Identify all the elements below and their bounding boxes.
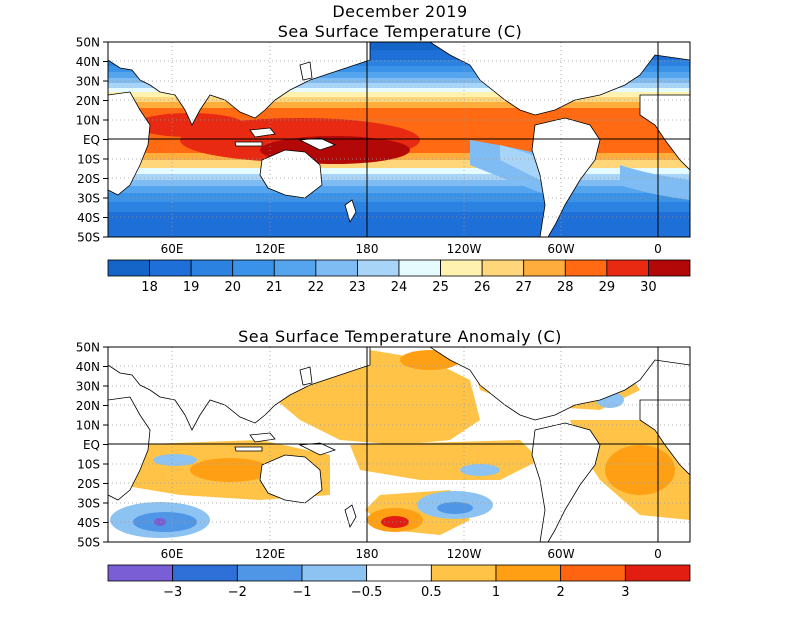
bottom-colorbar-swatch xyxy=(172,564,238,582)
bottom-lat-label: 10N xyxy=(76,419,100,433)
top-colorbar-swatch xyxy=(523,259,566,277)
figure-title-date: December 2019 xyxy=(332,2,468,21)
bottom-lat-label: 50N xyxy=(76,341,100,355)
top-colorbar-swatch xyxy=(564,259,608,277)
bottom-panel-title: Sea Surface Temperature Anomaly (C) xyxy=(238,327,562,346)
bottom-lon-label: 180 xyxy=(356,547,379,561)
top-colorbar-label: 25 xyxy=(432,280,449,295)
top-longitude-labels: 60E 120E 180 120W 60W 0 xyxy=(161,242,662,256)
top-lon-label: 120E xyxy=(255,242,286,256)
top-colorbar-label: 29 xyxy=(599,280,616,295)
bottom-colorbar-label: 2 xyxy=(557,585,565,600)
top-colorbar-label: 20 xyxy=(224,280,241,295)
land-masses-top xyxy=(108,42,690,237)
bottom-lon-label: 120E xyxy=(255,547,286,561)
top-lat-label: 20S xyxy=(77,172,100,186)
bottom-colorbar-swatch xyxy=(366,564,432,582)
top-lon-label: 0 xyxy=(654,242,662,256)
bottom-lat-label: 40N xyxy=(76,360,100,374)
top-colorbar-swatch xyxy=(315,259,358,277)
top-colorbar-swatch xyxy=(357,259,400,277)
bottom-lon-label: 0 xyxy=(654,547,662,561)
bottom-colorbar-swatch xyxy=(301,564,368,582)
top-colorbar-label: 23 xyxy=(349,280,366,295)
top-colorbar-swatch xyxy=(190,259,234,277)
bottom-colorbar-label: 0.5 xyxy=(421,585,442,600)
bottom-colorbar-swatch xyxy=(560,564,626,582)
bottom-lon-label: 120W xyxy=(447,547,482,561)
bottom-lat-label: 40S xyxy=(77,516,100,530)
top-lat-label: 40N xyxy=(76,55,100,69)
top-colorbar-swatch xyxy=(107,259,150,277)
anomaly-colorbar: −3 −2 −1 −0.5 0.5 1 2 3 xyxy=(107,564,691,600)
bottom-colorbar-swatch xyxy=(430,564,497,582)
gridlines-top xyxy=(108,42,690,237)
sst-map-panel xyxy=(108,42,690,237)
bottom-colorbar-label: 3 xyxy=(621,585,629,600)
top-colorbar-label: 24 xyxy=(391,280,408,295)
top-lon-label: 120W xyxy=(447,242,482,256)
top-panel-title: Sea Surface Temperature (C) xyxy=(277,22,523,41)
bottom-lat-label: 30S xyxy=(77,497,100,511)
top-colorbar-label: 19 xyxy=(183,280,200,295)
top-colorbar-swatch xyxy=(440,259,483,277)
top-colorbar-swatch xyxy=(606,259,649,277)
bottom-lat-label: 20N xyxy=(76,399,100,413)
bottom-colorbar-swatch xyxy=(624,564,691,582)
top-lat-label: 50S xyxy=(77,231,100,245)
top-latitude-labels: 50N 40N 30N 20N 10N EQ 10S 20S 30S 40S 50S xyxy=(76,36,108,245)
bottom-colorbar-label: 1 xyxy=(492,585,500,600)
top-lat-label: 30S xyxy=(77,192,100,206)
bottom-colorbar-swatch xyxy=(107,564,174,582)
top-lat-label: 40S xyxy=(77,211,100,225)
top-colorbar-swatch xyxy=(232,259,275,277)
bottom-lon-label: 60W xyxy=(547,547,574,561)
sst-colorbar: 18 19 20 21 22 23 24 25 26 27 28 29 30 xyxy=(107,259,691,295)
top-lat-label: 50N xyxy=(76,36,100,50)
bottom-lat-label: 50S xyxy=(77,536,100,550)
top-colorbar-label: 21 xyxy=(266,280,283,295)
bottom-colorbar-label: −3 xyxy=(163,585,182,600)
top-lon-label: 60E xyxy=(161,242,184,256)
bottom-colorbar-label: −2 xyxy=(228,585,247,600)
top-colorbar-swatch xyxy=(398,259,441,277)
top-lat-label: 10N xyxy=(76,114,100,128)
bottom-lat-label: 30N xyxy=(76,380,100,394)
top-lon-label: 60W xyxy=(547,242,574,256)
top-colorbar-label: 27 xyxy=(515,280,532,295)
top-lon-label: 180 xyxy=(356,242,379,256)
bottom-lon-label: 60E xyxy=(161,547,184,561)
top-colorbar-label: 22 xyxy=(308,280,325,295)
bottom-colorbar-swatch xyxy=(495,564,562,582)
top-colorbar-label: 18 xyxy=(141,280,158,295)
top-colorbar-swatch xyxy=(273,259,317,277)
bottom-lat-label: EQ xyxy=(83,438,100,452)
top-colorbar-swatch xyxy=(149,259,192,277)
top-colorbar-label: 30 xyxy=(640,280,657,295)
gridlines-bottom xyxy=(108,347,690,542)
bottom-latitude-labels: 50N 40N 30N 20N 10N EQ 10S 20S 30S 40S 50S xyxy=(76,341,108,550)
top-colorbar-label: 28 xyxy=(557,280,574,295)
land-masses-bottom xyxy=(108,347,690,542)
top-lat-label: 10S xyxy=(77,153,100,167)
top-lat-label: 20N xyxy=(76,94,100,108)
bottom-lat-label: 20S xyxy=(77,477,100,491)
top-colorbar-swatch xyxy=(481,259,525,277)
bottom-lat-label: 10S xyxy=(77,458,100,472)
top-lat-label: 30N xyxy=(76,75,100,89)
top-lat-label: EQ xyxy=(83,133,100,147)
bottom-colorbar-label: −1 xyxy=(292,585,311,600)
top-colorbar-label: 26 xyxy=(474,280,491,295)
bottom-colorbar-label: −0.5 xyxy=(351,585,383,600)
bottom-longitude-labels: 60E 120E 180 120W 60W 0 xyxy=(161,547,662,561)
top-colorbar-swatch xyxy=(648,259,691,277)
anomaly-map-panel xyxy=(108,347,690,542)
bottom-colorbar-swatch xyxy=(236,564,303,582)
